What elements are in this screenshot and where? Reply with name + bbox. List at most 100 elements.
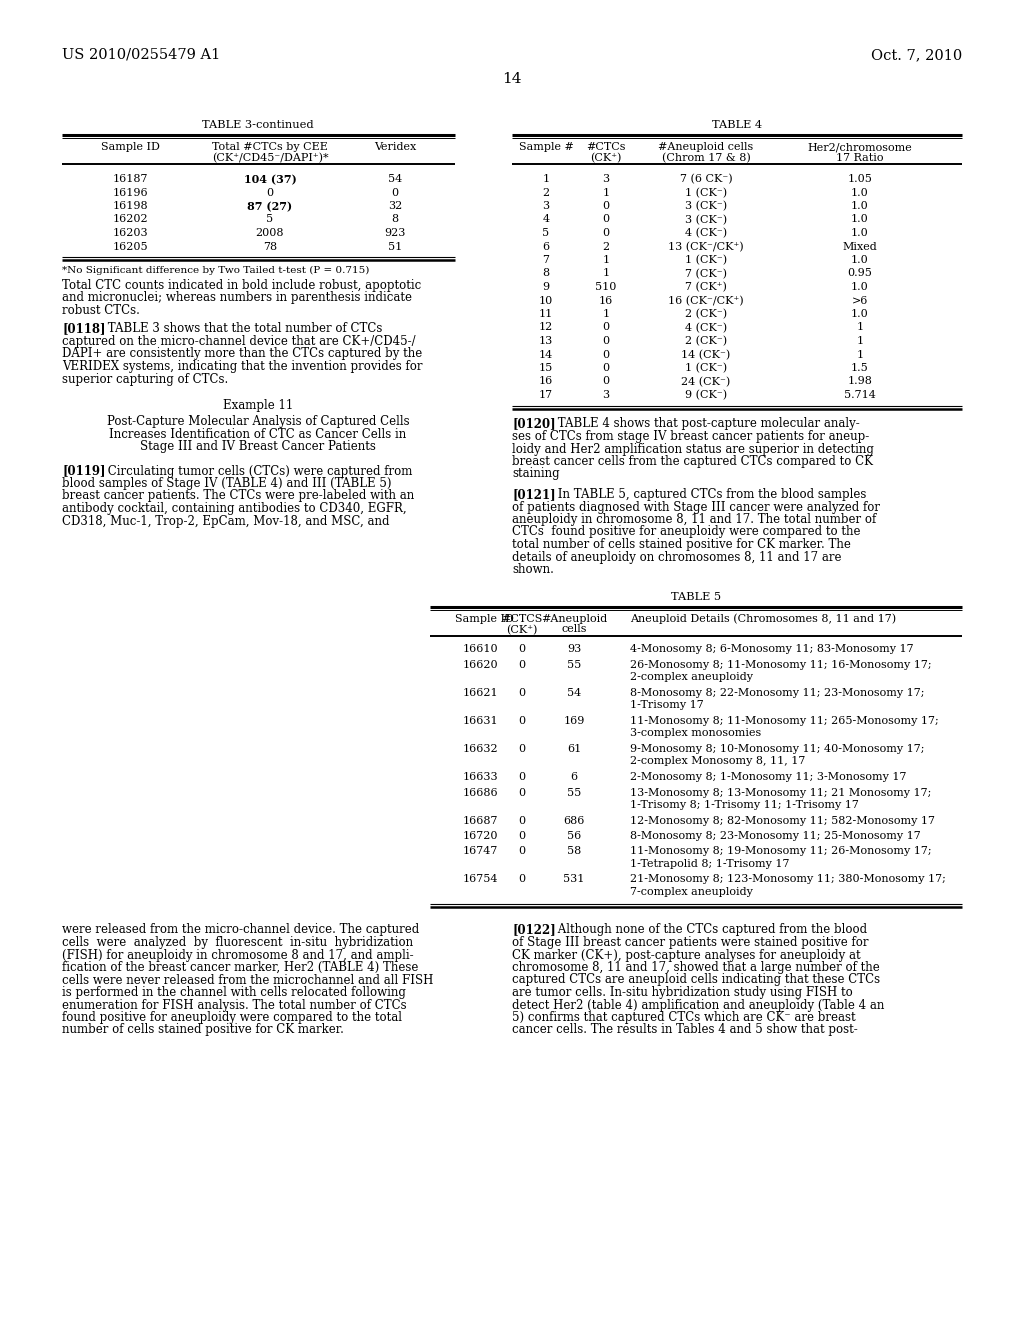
Text: 169: 169: [563, 715, 585, 726]
Text: superior capturing of CTCs.: superior capturing of CTCs.: [62, 372, 228, 385]
Text: 0: 0: [518, 688, 525, 698]
Text: 1: 1: [602, 309, 609, 319]
Text: 16: 16: [539, 376, 553, 387]
Text: 14: 14: [502, 73, 522, 86]
Text: 1: 1: [602, 268, 609, 279]
Text: 26-Monosomy 8; 11-Monosomy 11; 16-Monosomy 17;: 26-Monosomy 8; 11-Monosomy 11; 16-Monoso…: [630, 660, 932, 671]
Text: In TABLE 5, captured CTCs from the blood samples: In TABLE 5, captured CTCs from the blood…: [554, 488, 866, 502]
Text: 13-Monosomy 8; 13-Monosomy 11; 21 Monosomy 17;: 13-Monosomy 8; 13-Monosomy 11; 21 Monoso…: [630, 788, 932, 797]
Text: DAPI+ are consistently more than the CTCs captured by the: DAPI+ are consistently more than the CTC…: [62, 347, 422, 360]
Text: 8: 8: [543, 268, 550, 279]
Text: 10: 10: [539, 296, 553, 305]
Text: 510: 510: [595, 282, 616, 292]
Text: 17: 17: [539, 389, 553, 400]
Text: 0: 0: [518, 744, 525, 754]
Text: 8: 8: [391, 214, 398, 224]
Text: 16720: 16720: [463, 832, 499, 841]
Text: 1.0: 1.0: [851, 228, 869, 238]
Text: 24 (CK⁻): 24 (CK⁻): [681, 376, 731, 387]
Text: (CK⁺/CD45⁻/DAPI⁺)*: (CK⁺/CD45⁻/DAPI⁺)*: [212, 153, 329, 164]
Text: 1.0: 1.0: [851, 187, 869, 198]
Text: 0: 0: [518, 715, 525, 726]
Text: 9 (CK⁻): 9 (CK⁻): [685, 389, 727, 400]
Text: (FISH) for aneuploidy in chromosome 8 and 17, and ampli-: (FISH) for aneuploidy in chromosome 8 an…: [62, 949, 414, 961]
Text: 0: 0: [602, 322, 609, 333]
Text: of Stage III breast cancer patients were stained positive for: of Stage III breast cancer patients were…: [512, 936, 868, 949]
Text: 11: 11: [539, 309, 553, 319]
Text: 1.5: 1.5: [851, 363, 869, 374]
Text: 2-complex Monosomy 8, 11, 17: 2-complex Monosomy 8, 11, 17: [630, 756, 805, 767]
Text: 0: 0: [602, 337, 609, 346]
Text: 16203: 16203: [113, 228, 147, 238]
Text: 0.95: 0.95: [848, 268, 872, 279]
Text: 16: 16: [599, 296, 613, 305]
Text: 13 (CK⁻/CK⁺): 13 (CK⁻/CK⁺): [669, 242, 743, 252]
Text: TABLE 3 shows that the total number of CTCs: TABLE 3 shows that the total number of C…: [104, 322, 382, 335]
Text: 32: 32: [388, 201, 402, 211]
Text: VERIDEX systems, indicating that the invention provides for: VERIDEX systems, indicating that the inv…: [62, 360, 423, 374]
Text: 17 Ratio: 17 Ratio: [837, 153, 884, 162]
Text: 104 (37): 104 (37): [244, 174, 296, 185]
Text: [0119]: [0119]: [62, 465, 105, 478]
Text: Sample ID: Sample ID: [455, 614, 514, 623]
Text: 2 (CK⁻): 2 (CK⁻): [685, 337, 727, 346]
Text: #Aneuploid: #Aneuploid: [541, 614, 607, 623]
Text: 2: 2: [543, 187, 550, 198]
Text: Increases Identification of CTC as Cancer Cells in: Increases Identification of CTC as Cance…: [110, 428, 407, 441]
Text: CK marker (CK+), post-capture analyses for aneuploidy at: CK marker (CK+), post-capture analyses f…: [512, 949, 860, 961]
Text: 55: 55: [567, 788, 582, 797]
Text: 16633: 16633: [463, 772, 499, 781]
Text: 0: 0: [266, 187, 273, 198]
Text: 15: 15: [539, 363, 553, 374]
Text: CTCs  found positive for aneuploidy were compared to the: CTCs found positive for aneuploidy were …: [512, 525, 860, 539]
Text: ses of CTCs from stage IV breast cancer patients for aneup-: ses of CTCs from stage IV breast cancer …: [512, 430, 869, 444]
Text: 0: 0: [518, 788, 525, 797]
Text: 5) confirms that captured CTCs which are CK⁻ are breast: 5) confirms that captured CTCs which are…: [512, 1011, 856, 1024]
Text: 16 (CK⁻/CK⁺): 16 (CK⁻/CK⁺): [669, 296, 743, 306]
Text: (CK⁺): (CK⁺): [590, 153, 622, 164]
Text: TABLE 4: TABLE 4: [712, 120, 762, 129]
Text: 16187: 16187: [113, 174, 147, 183]
Text: 55: 55: [567, 660, 582, 671]
Text: 1.98: 1.98: [848, 376, 872, 387]
Text: 2 (CK⁻): 2 (CK⁻): [685, 309, 727, 319]
Text: 2008: 2008: [256, 228, 285, 238]
Text: 4 (CK⁻): 4 (CK⁻): [685, 228, 727, 239]
Text: details of aneuploidy on chromosomes 8, 11 and 17 are: details of aneuploidy on chromosomes 8, …: [512, 550, 842, 564]
Text: 78: 78: [263, 242, 278, 252]
Text: of patients diagnosed with Stage III cancer were analyzed for: of patients diagnosed with Stage III can…: [512, 500, 880, 513]
Text: Veridex: Veridex: [374, 143, 416, 152]
Text: 1: 1: [856, 350, 863, 359]
Text: 0: 0: [518, 644, 525, 655]
Text: 1.0: 1.0: [851, 309, 869, 319]
Text: 0: 0: [602, 214, 609, 224]
Text: 0: 0: [602, 376, 609, 387]
Text: 1: 1: [602, 255, 609, 265]
Text: 1.0: 1.0: [851, 201, 869, 211]
Text: 1: 1: [856, 337, 863, 346]
Text: [0118]: [0118]: [62, 322, 105, 335]
Text: 58: 58: [567, 846, 582, 857]
Text: 61: 61: [567, 744, 582, 754]
Text: 12: 12: [539, 322, 553, 333]
Text: 1.0: 1.0: [851, 255, 869, 265]
Text: 1 (CK⁻): 1 (CK⁻): [685, 363, 727, 374]
Text: Stage III and IV Breast Cancer Patients: Stage III and IV Breast Cancer Patients: [140, 440, 376, 453]
Text: TABLE 4 shows that post-capture molecular analy-: TABLE 4 shows that post-capture molecula…: [554, 417, 860, 430]
Text: aneuploidy in chromosome 8, 11 and 17. The total number of: aneuploidy in chromosome 8, 11 and 17. T…: [512, 513, 877, 525]
Text: fication of the breast cancer marker, Her2 (TABLE 4) These: fication of the breast cancer marker, He…: [62, 961, 419, 974]
Text: 11-Monosomy 8; 19-Monosomy 11; 26-Monosomy 17;: 11-Monosomy 8; 19-Monosomy 11; 26-Monoso…: [630, 846, 932, 857]
Text: 686: 686: [563, 816, 585, 825]
Text: 5: 5: [543, 228, 550, 238]
Text: 7 (6 CK⁻): 7 (6 CK⁻): [680, 174, 732, 185]
Text: 0: 0: [518, 772, 525, 781]
Text: (CK⁺): (CK⁺): [506, 624, 538, 635]
Text: loidy and Her2 amplification status are superior in detecting: loidy and Her2 amplification status are …: [512, 442, 873, 455]
Text: 2-complex aneuploidy: 2-complex aneuploidy: [630, 672, 753, 682]
Text: 0: 0: [518, 660, 525, 671]
Text: 0: 0: [518, 846, 525, 857]
Text: [0121]: [0121]: [512, 488, 556, 502]
Text: #CTCs: #CTCs: [587, 143, 626, 152]
Text: 16754: 16754: [463, 874, 499, 884]
Text: 2: 2: [602, 242, 609, 252]
